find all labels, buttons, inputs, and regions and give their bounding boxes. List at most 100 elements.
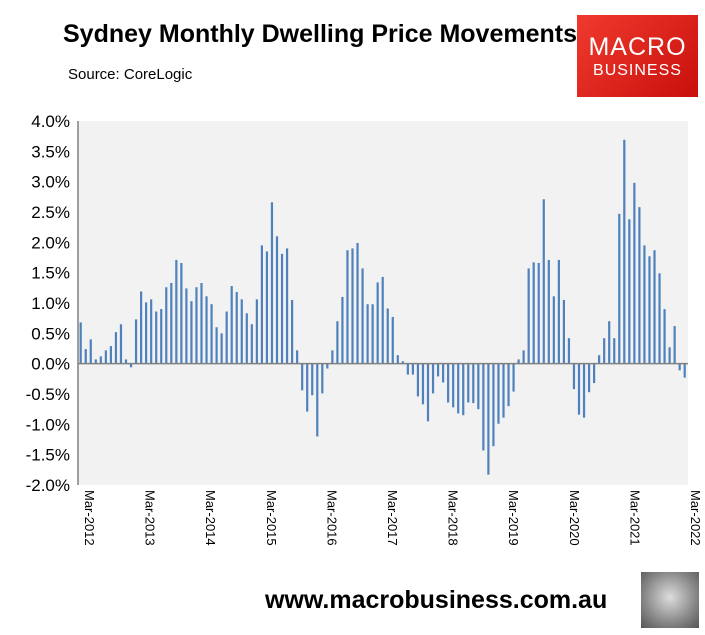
bar [321, 363, 324, 394]
bar [527, 268, 530, 364]
bar [306, 363, 309, 412]
bar [567, 338, 571, 364]
bar [598, 355, 601, 364]
bar [391, 316, 394, 364]
bar [235, 292, 238, 364]
bar [79, 322, 82, 364]
bar [260, 245, 263, 364]
bar [648, 256, 651, 364]
bar [587, 363, 591, 393]
bar [301, 363, 304, 391]
bar [502, 363, 505, 418]
bar [396, 355, 399, 364]
bar [104, 350, 107, 364]
bar [124, 359, 128, 364]
bar [638, 207, 641, 364]
bar [190, 301, 193, 364]
y-tick-label: -0.5% [26, 385, 70, 404]
bar [381, 276, 384, 364]
y-tick-label: -2.0% [26, 476, 70, 495]
bar [341, 296, 344, 364]
bar [532, 262, 535, 364]
bar [517, 359, 520, 364]
bar [623, 139, 626, 364]
bar [140, 291, 143, 364]
bar [658, 273, 661, 364]
bar [668, 347, 671, 364]
x-tick-label: Mar-2016 [324, 490, 339, 546]
y-tick-label: -1.0% [26, 415, 70, 434]
y-tick-label: 2.0% [31, 233, 70, 252]
bar [84, 349, 87, 364]
logo-line1: MACRO [588, 33, 687, 61]
bar [129, 363, 133, 368]
logo-line2: BUSINESS [593, 62, 682, 79]
bar [557, 259, 560, 364]
bar [603, 338, 606, 364]
y-tick-label: 0.5% [31, 324, 70, 343]
bar [492, 363, 495, 447]
bar [462, 363, 465, 416]
bar [351, 248, 354, 364]
bar [89, 339, 92, 364]
x-tick-label: Mar-2014 [203, 490, 218, 546]
x-tick-label: Mar-2020 [567, 490, 582, 546]
bar [331, 350, 334, 364]
bar [663, 309, 666, 364]
bar [482, 363, 485, 451]
bar [442, 363, 445, 383]
bar [643, 245, 646, 364]
bar [371, 304, 374, 364]
bar [572, 363, 576, 390]
bar [346, 250, 349, 364]
bar [145, 302, 148, 364]
y-tick-label: 3.5% [31, 142, 70, 161]
y-tick-label: 1.0% [31, 294, 70, 313]
bar [275, 236, 279, 364]
bar [401, 361, 404, 364]
bar [316, 363, 319, 437]
bar [175, 259, 178, 364]
bar [477, 363, 480, 410]
bar [507, 363, 510, 407]
bar [270, 202, 274, 364]
website-url[interactable]: www.macrobusiness.com.au [265, 586, 608, 614]
bar [94, 359, 97, 364]
bar [472, 363, 475, 404]
bar [457, 363, 460, 414]
bar [497, 363, 500, 424]
bar [185, 288, 188, 364]
bar [431, 363, 435, 394]
bar [467, 363, 470, 403]
x-tick-label: Mar-2022 [688, 490, 703, 546]
bar [99, 356, 102, 364]
bar [280, 253, 284, 364]
bar [436, 363, 440, 377]
bar [537, 262, 540, 364]
bar [255, 299, 258, 364]
bar [386, 308, 389, 364]
y-tick-label: 1.5% [31, 264, 70, 283]
x-tick-label: Mar-2013 [143, 490, 158, 546]
bar [547, 259, 550, 364]
bar [618, 213, 621, 364]
chart-title: Sydney Monthly Dwelling Price Movements [63, 20, 578, 48]
bar [326, 363, 329, 369]
bar [195, 287, 198, 364]
x-tick-label: Mar-2018 [446, 490, 461, 546]
bar [356, 242, 359, 364]
x-tick-label: Mar-2021 [627, 490, 642, 546]
bar [240, 299, 243, 364]
bar [613, 338, 616, 364]
bar [593, 363, 596, 384]
bar [406, 363, 409, 375]
x-tick-label: Mar-2015 [264, 490, 279, 546]
bar [225, 311, 228, 364]
bar [134, 319, 138, 364]
x-tick-label: Mar-2012 [82, 490, 97, 546]
bar [285, 248, 289, 364]
bar [582, 363, 586, 418]
bar [119, 324, 123, 364]
bar [180, 262, 183, 364]
